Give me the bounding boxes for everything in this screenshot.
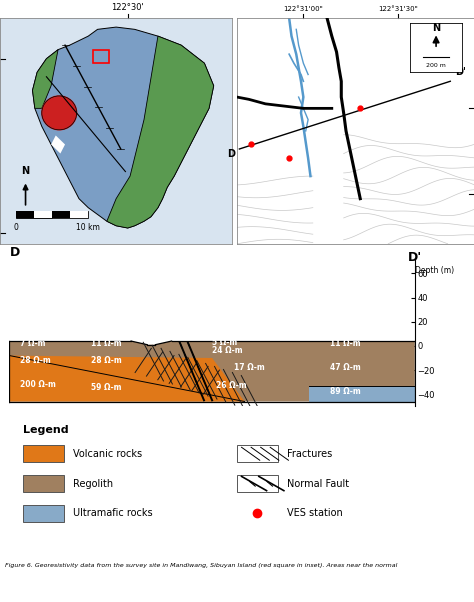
Text: Depth (m): Depth (m) [415,266,454,275]
Text: N: N [432,23,440,33]
Text: Normal Fault: Normal Fault [287,479,349,489]
Text: VES station: VES station [287,508,343,518]
Text: 89 Ω-m: 89 Ω-m [329,387,360,396]
Text: 17 Ω-m: 17 Ω-m [235,363,265,372]
Bar [52,211,88,218]
Circle shape [42,96,77,130]
Text: 26 Ω-m: 26 Ω-m [216,381,247,390]
Text: 10 km: 10 km [76,223,100,232]
Text: D': D' [455,67,466,77]
Text: 200 m: 200 m [426,63,446,68]
Text: Figure 6. Georesistivity data from the survey site in Mandiwang, Sibuyan Island : Figure 6. Georesistivity data from the s… [5,563,397,568]
Text: D': D' [408,250,422,264]
Polygon shape [33,27,214,228]
Text: Regolith: Regolith [73,479,113,489]
Bar [70,211,88,218]
Bar [23,475,64,492]
Bar [23,445,64,462]
Bar [23,505,64,522]
Text: D: D [9,246,20,259]
Text: Legend: Legend [23,425,69,435]
Bar [52,211,70,218]
Bar [16,211,34,218]
Bar [34,211,52,218]
Text: 24 Ω-m: 24 Ω-m [212,346,243,355]
Text: 122°31'00": 122°31'00" [283,7,323,13]
Text: 7 Ω-m: 7 Ω-m [19,339,45,348]
Text: D: D [227,149,235,158]
Polygon shape [107,36,214,228]
Text: 11 Ω-m: 11 Ω-m [91,339,121,348]
Text: 11 Ω-m: 11 Ω-m [329,339,360,348]
Polygon shape [310,386,415,402]
Text: Fractures: Fractures [287,448,332,459]
Bar [93,50,109,63]
Bar [16,211,52,218]
Text: 28 Ω-m: 28 Ω-m [19,356,50,365]
Polygon shape [9,356,245,402]
Bar [237,445,278,462]
Text: N: N [21,166,29,176]
Text: 122°30': 122°30' [111,4,144,13]
Text: 59 Ω-m: 59 Ω-m [91,382,121,391]
Text: 47 Ω-m: 47 Ω-m [329,363,360,372]
Text: Volcanic rocks: Volcanic rocks [73,448,142,459]
Polygon shape [9,341,415,402]
Text: 200 Ω-m: 200 Ω-m [19,380,55,389]
Bar [237,475,278,492]
Polygon shape [51,135,65,154]
Polygon shape [33,50,58,108]
Text: 0: 0 [14,223,18,232]
Text: 5 Ω-m: 5 Ω-m [212,338,237,347]
Text: 28 Ω-m: 28 Ω-m [91,356,121,365]
Text: 122°31'30": 122°31'30" [378,7,418,13]
Text: Ultramafic rocks: Ultramafic rocks [73,508,153,518]
